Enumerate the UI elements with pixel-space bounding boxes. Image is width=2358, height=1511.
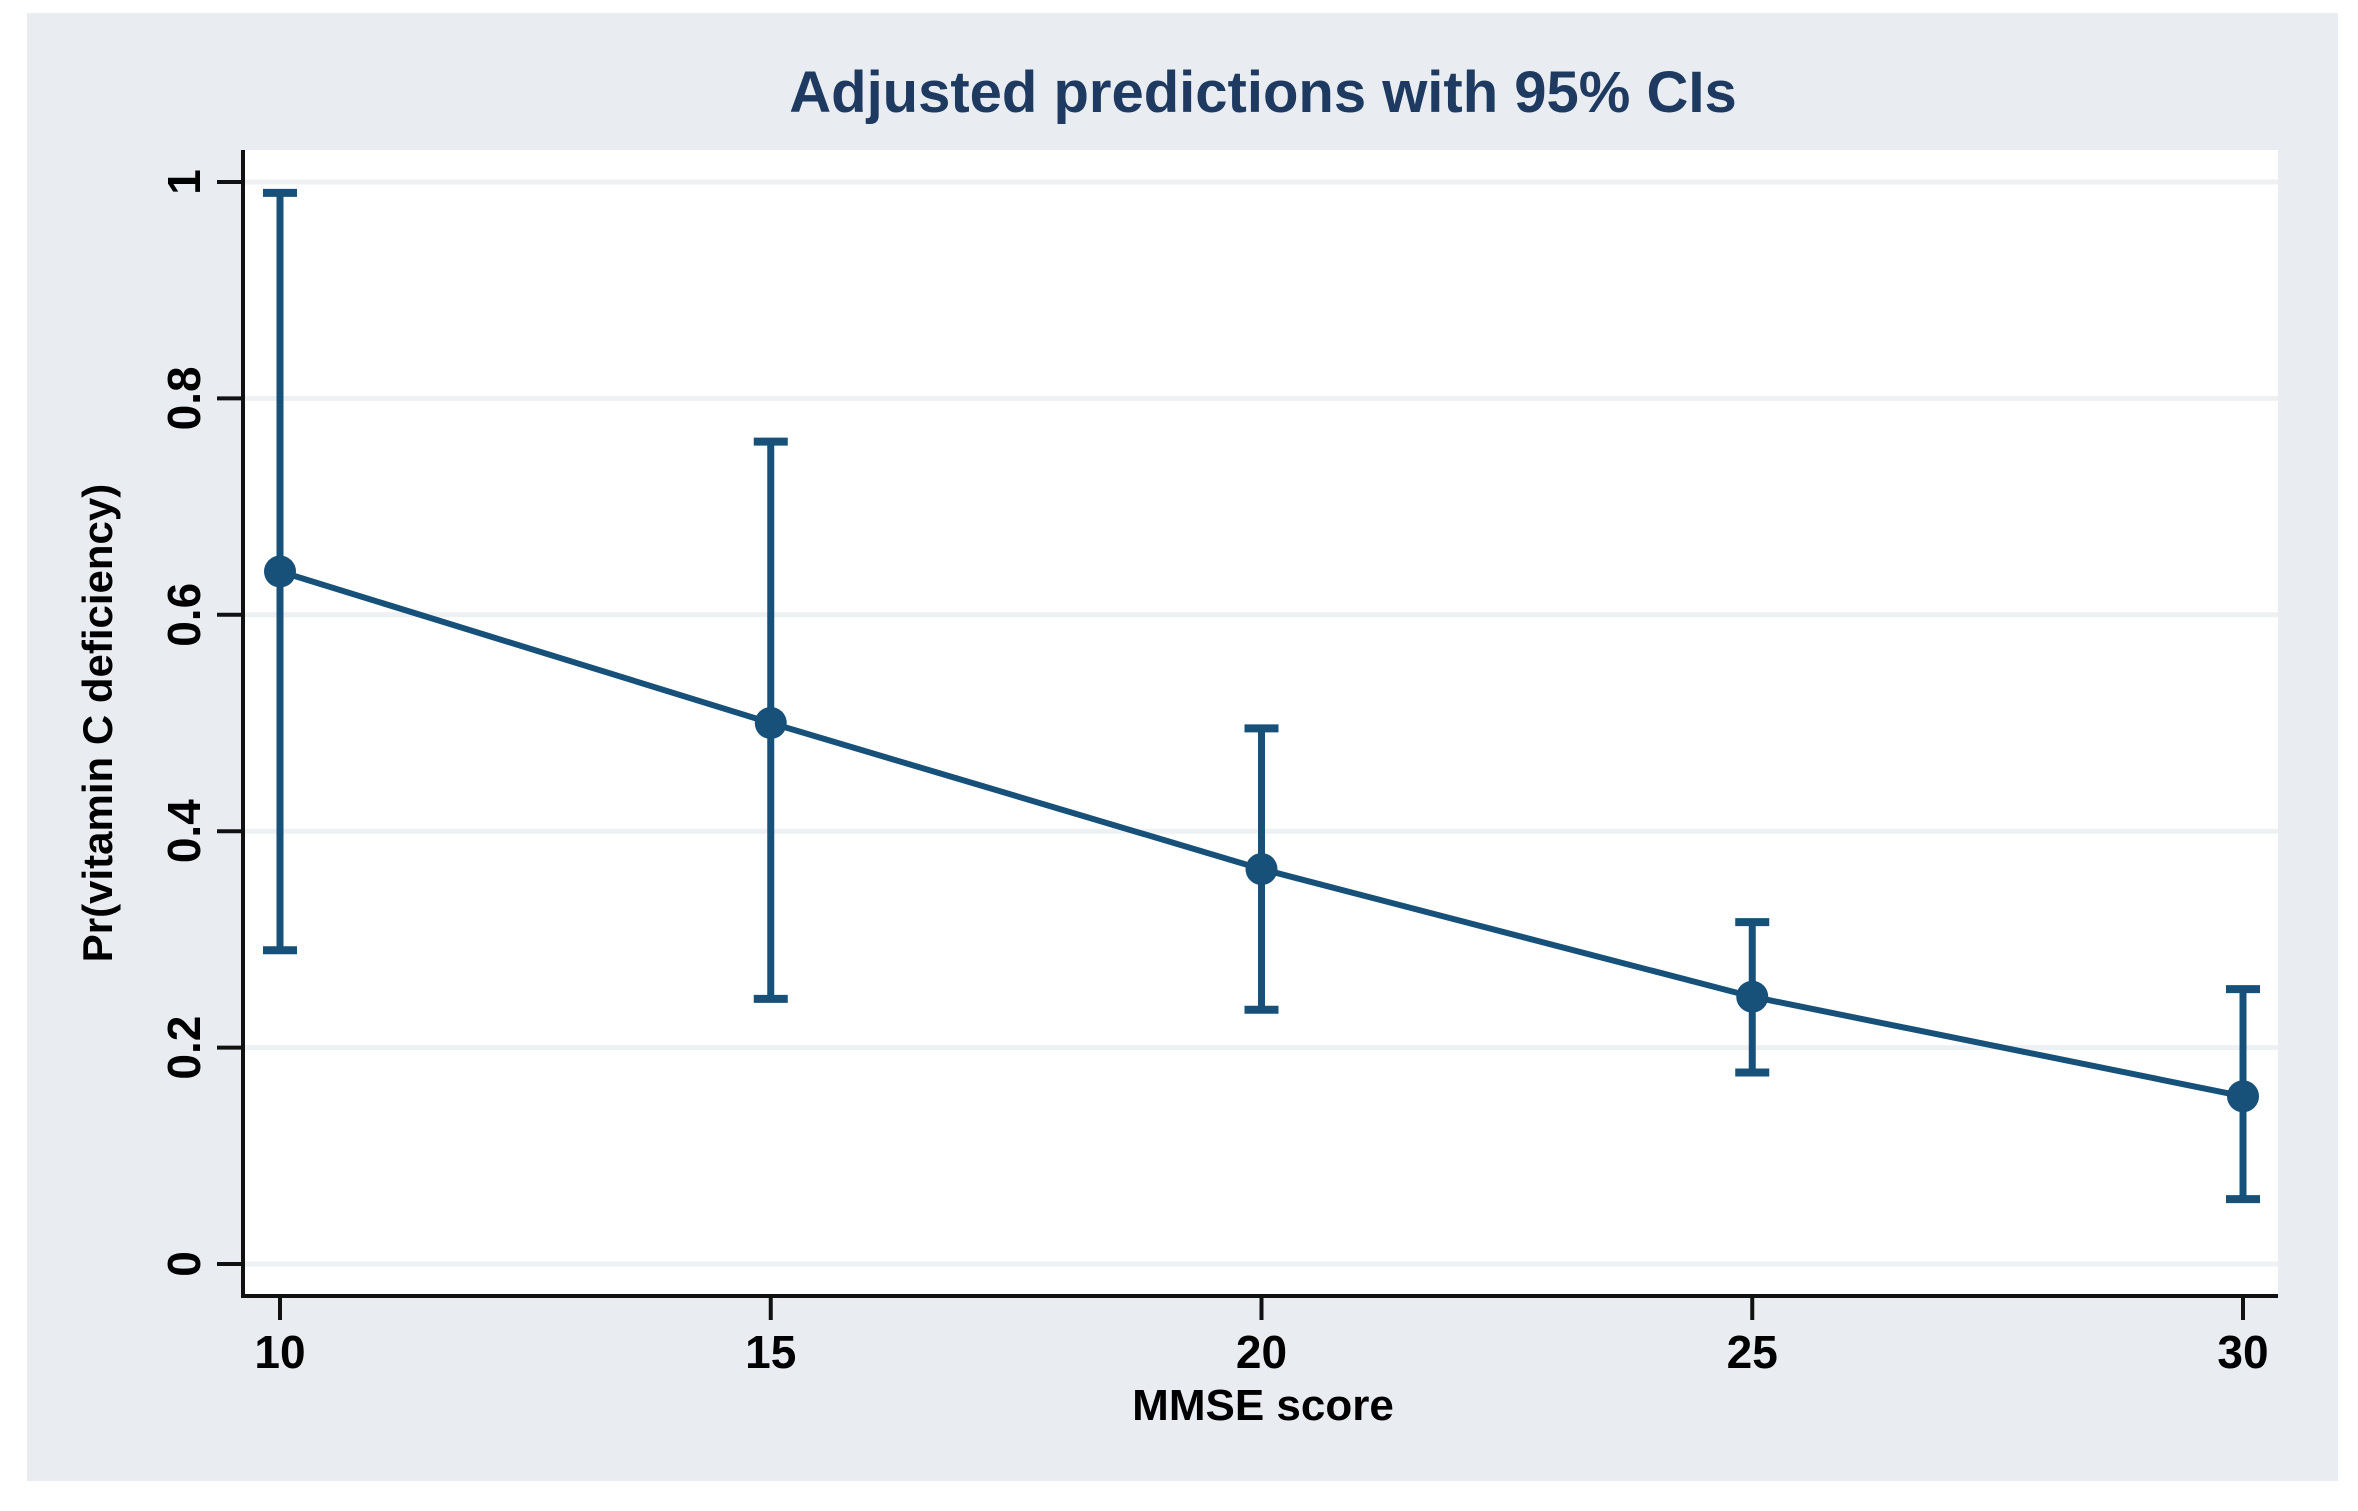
data-series-layer <box>263 188 2260 1204</box>
axes-layer: 0 0.2 0.4 0.6 0.8 1 10 15 20 25 30 <box>158 150 2278 1378</box>
data-point-marker <box>2227 1080 2259 1113</box>
y-axis-title: Pr(vitamin C deficiency) <box>74 484 121 962</box>
x-tick-label: 30 <box>2217 1326 2268 1378</box>
chart-title: Adjusted predictions with 95% CIs <box>789 60 1736 125</box>
data-point-marker <box>1736 980 1769 1013</box>
y-tick-label: 0.4 <box>158 799 210 863</box>
x-tick-label: 15 <box>745 1326 796 1378</box>
plot-area-background <box>243 150 2278 1296</box>
x-axis-title: MMSE score <box>1132 1381 1394 1430</box>
x-tick-label: 20 <box>1236 1326 1287 1378</box>
x-tick-label: 25 <box>1727 1326 1778 1378</box>
data-point-marker <box>264 555 296 588</box>
y-tick-label: 0.8 <box>158 366 210 430</box>
y-tick-label: 0.6 <box>158 583 210 647</box>
y-tick-label: 0 <box>158 1251 210 1277</box>
y-tick-label: 0.2 <box>158 1016 210 1080</box>
data-point-marker <box>1245 853 1278 886</box>
data-point-marker <box>754 707 787 739</box>
y-tick-label: 1 <box>158 169 210 195</box>
x-tick-label: 10 <box>254 1326 305 1378</box>
